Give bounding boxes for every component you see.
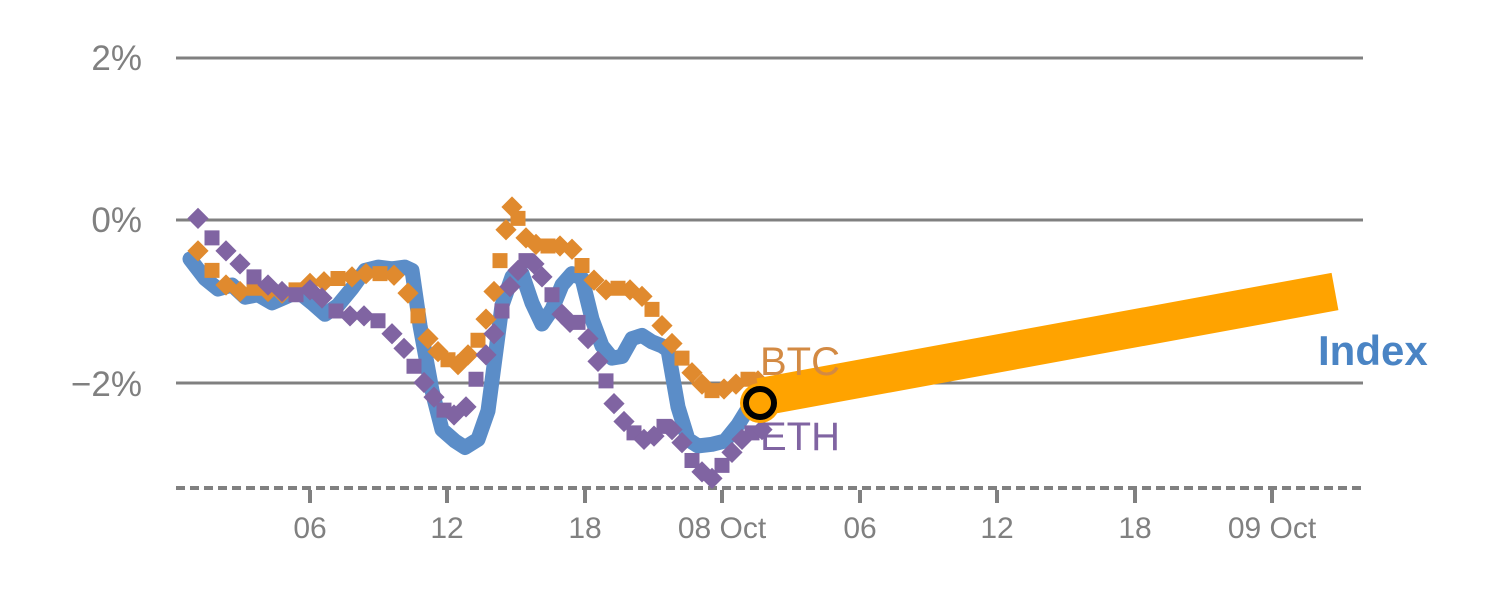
- marker: [651, 315, 673, 337]
- x-axis: 06 12 18 08 Oct 06 12 18 09 Oct: [176, 486, 1363, 545]
- marker: [577, 328, 599, 350]
- marker: [468, 371, 484, 387]
- series-projection-band: [756, 272, 1339, 416]
- marker: [714, 457, 730, 473]
- marker: [410, 308, 426, 324]
- marker: [204, 230, 220, 246]
- marker: [494, 303, 510, 319]
- marker: [393, 337, 415, 359]
- x-tick-label-1: 12: [430, 512, 463, 545]
- marker: [531, 266, 553, 288]
- marker: [721, 441, 743, 463]
- y-tick-label-2pct: 2%: [91, 39, 142, 78]
- marker: [372, 266, 388, 282]
- marker: [583, 269, 605, 291]
- marker: [187, 207, 209, 229]
- x-axis-tick-labels: 06 12 18 08 Oct 06 12 18 09 Oct: [293, 512, 1317, 545]
- marker: [204, 262, 220, 278]
- marker: [246, 269, 262, 285]
- x-tick-label-0: 06: [293, 512, 326, 545]
- marker: [330, 271, 346, 286]
- marker: [510, 210, 526, 226]
- marker: [684, 453, 700, 468]
- marker: [603, 393, 625, 415]
- eth-label: ETH: [760, 415, 840, 459]
- marker: [661, 419, 683, 441]
- marker: [492, 253, 508, 269]
- marker: [674, 350, 690, 366]
- marker: [681, 362, 703, 384]
- marker: [671, 432, 693, 454]
- marker: [544, 287, 560, 303]
- x-tick-label-6: 18: [1118, 512, 1151, 545]
- x-axis-ticks: [308, 490, 1274, 503]
- annotation-layer: BTC ETH Index: [760, 327, 1428, 459]
- y-tick-label-0pct: 0%: [91, 201, 142, 240]
- marker: [561, 238, 583, 260]
- marker: [574, 258, 590, 273]
- x-tick-label-7: 09 Oct: [1228, 512, 1317, 545]
- marker: [701, 467, 723, 489]
- marker: [661, 332, 683, 355]
- marker: [587, 350, 609, 372]
- marker: [598, 373, 614, 389]
- marker: [370, 313, 386, 329]
- index-label: Index: [1318, 327, 1428, 374]
- marker: [631, 285, 653, 307]
- marker: [751, 419, 773, 441]
- btc-label: BTC: [760, 340, 840, 384]
- x-tick-label-5: 12: [980, 512, 1013, 545]
- marker: [470, 332, 486, 348]
- marker: [406, 358, 422, 374]
- x-tick-label-4: 06: [843, 512, 876, 545]
- x-tick-label-2: 18: [568, 512, 601, 545]
- marker: [570, 314, 586, 330]
- y-axis-labels: 2% 0% −2%: [71, 39, 142, 404]
- marker: [644, 301, 660, 317]
- marker: [540, 238, 556, 254]
- marker: [328, 303, 344, 319]
- x-tick-label-3: 08 Oct: [678, 512, 767, 545]
- marker: [288, 287, 304, 303]
- marker: [246, 280, 262, 296]
- y-tick-label-neg2pct: −2%: [71, 365, 142, 404]
- current-point-marker: [740, 383, 780, 423]
